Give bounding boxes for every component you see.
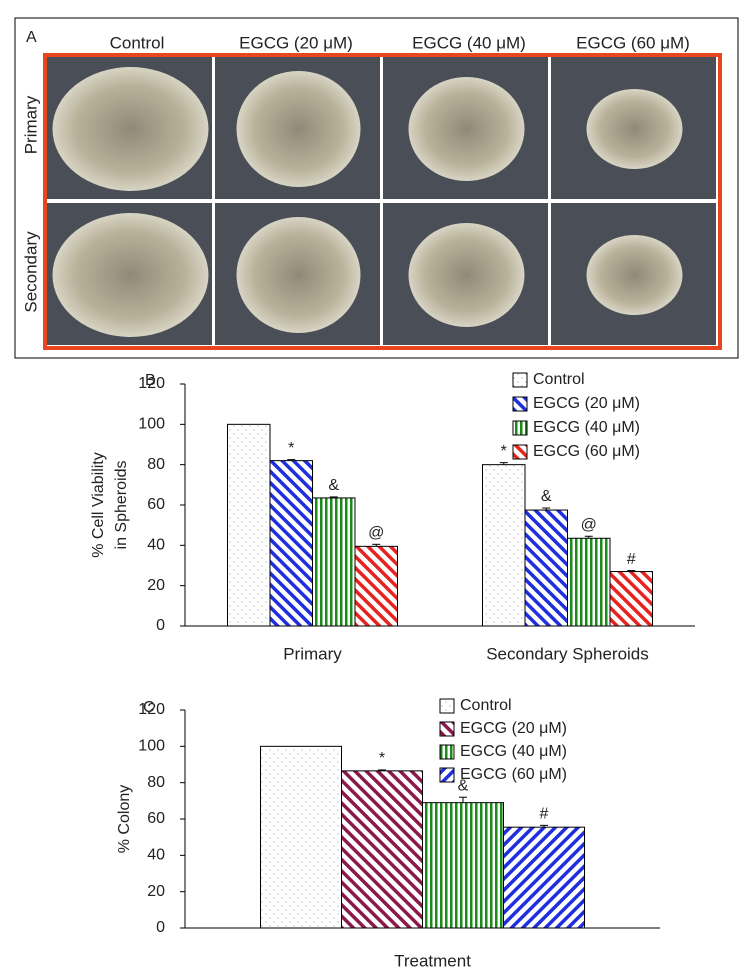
- bar: [482, 464, 526, 627]
- row-label: Primary: [21, 95, 40, 154]
- column-label: Control: [110, 33, 165, 52]
- spheroid: [586, 89, 683, 169]
- legend-label: EGCG (40 μM): [460, 743, 567, 760]
- bar: [341, 770, 423, 929]
- y-tick-label: 20: [147, 577, 165, 594]
- bar: [609, 571, 653, 627]
- significance-marker: #: [540, 806, 549, 823]
- legend-swatch: [512, 396, 528, 412]
- y-tick-label: 100: [138, 738, 165, 755]
- column-label: EGCG (40 μM): [412, 33, 526, 52]
- significance-marker: *: [379, 750, 385, 767]
- y-tick-label: 120: [138, 375, 165, 392]
- y-tick-label: 40: [147, 537, 165, 554]
- legend-label: EGCG (60 μM): [533, 443, 640, 460]
- y-axis-label: in Spheroids: [113, 461, 130, 550]
- spheroid: [586, 235, 683, 315]
- y-axis-label: % Colony: [116, 785, 133, 853]
- y-tick-label: 60: [147, 496, 165, 513]
- bar: [567, 537, 611, 627]
- bar: [503, 826, 585, 929]
- legend-label: Control: [533, 371, 585, 388]
- legend-swatch: [439, 767, 455, 783]
- legend-label: EGCG (20 μM): [533, 395, 640, 412]
- y-tick-label: 0: [156, 919, 165, 936]
- legend-swatch: [512, 444, 528, 460]
- significance-marker: &: [458, 777, 469, 794]
- y-tick-label: 0: [156, 617, 165, 634]
- legend-swatch: [512, 372, 528, 388]
- micrographs: [46, 56, 719, 347]
- significance-marker: &: [541, 488, 552, 505]
- significance-marker: *: [288, 440, 294, 457]
- x-tick-label: Secondary Spheroids: [486, 644, 649, 663]
- significance-marker: &: [328, 477, 339, 494]
- panel-label: C: [143, 699, 155, 716]
- y-axis-label: % Cell Viability: [90, 452, 107, 558]
- legend-label: EGCG (40 μM): [533, 419, 640, 436]
- y-tick-label: 100: [138, 416, 165, 433]
- significance-marker: *: [501, 443, 507, 460]
- significance-marker: @: [368, 525, 384, 542]
- significance-marker: #: [627, 551, 636, 568]
- row-label: Secondary: [21, 231, 40, 313]
- legend-label: Control: [460, 697, 512, 714]
- legend-label: EGCG (20 μM): [460, 720, 567, 737]
- bar: [354, 545, 398, 627]
- spheroid: [52, 213, 209, 337]
- legend-swatch: [439, 721, 455, 737]
- spheroid: [408, 223, 525, 327]
- panel-label: B: [145, 372, 156, 389]
- spheroid: [236, 217, 361, 333]
- bar: [312, 497, 356, 627]
- significance-marker: @: [581, 516, 597, 533]
- spheroid: [52, 67, 209, 191]
- y-tick-label: 80: [147, 774, 165, 791]
- spheroid: [236, 71, 361, 187]
- y-tick-label: 20: [147, 883, 165, 900]
- bar: [524, 509, 568, 627]
- panel-label: A: [26, 29, 37, 46]
- y-tick-label: 80: [147, 456, 165, 473]
- bar: [269, 460, 313, 627]
- y-tick-label: 120: [138, 701, 165, 718]
- y-tick-label: 60: [147, 810, 165, 827]
- spheroid: [408, 77, 525, 181]
- x-axis-label: Treatment: [394, 951, 471, 970]
- legend-swatch: [439, 744, 455, 760]
- image-frame: [43, 53, 722, 350]
- bar: [422, 802, 504, 929]
- column-label: EGCG (20 μM): [239, 33, 353, 52]
- bar: [227, 423, 271, 627]
- legend-label: EGCG (60 μM): [460, 766, 567, 783]
- legend-swatch: [439, 698, 455, 714]
- x-tick-label: Primary: [283, 644, 342, 663]
- bar: [260, 745, 342, 929]
- legend-swatch: [512, 420, 528, 436]
- column-label: EGCG (60 μM): [576, 33, 690, 52]
- y-tick-label: 40: [147, 847, 165, 864]
